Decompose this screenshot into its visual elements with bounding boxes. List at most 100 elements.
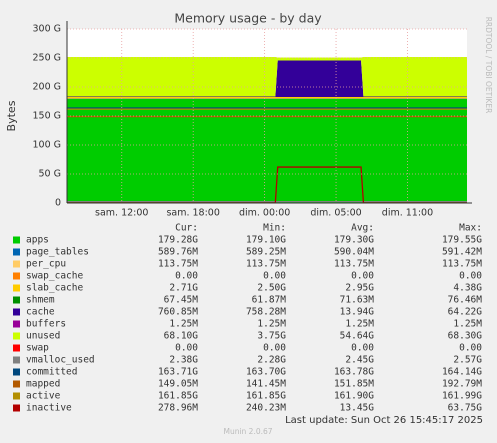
legend-swatch (13, 356, 20, 364)
legend-value: 2.71G (169, 283, 198, 294)
legend-value: 3.75G (257, 331, 286, 342)
legend-value: 161.99G (442, 391, 482, 402)
x-tick-label: sam. 12:00 (95, 208, 148, 219)
legend-value: 1.25M (169, 319, 198, 330)
area (67, 57, 467, 97)
legend-label: committed (26, 367, 77, 378)
legend-swatch (13, 332, 20, 340)
legend-value: 163.71G (158, 367, 198, 378)
legend-header: Max: (459, 223, 482, 234)
legend-value: 71.63M (340, 295, 375, 306)
legend-value: 591.42M (442, 247, 482, 258)
legend-swatch (13, 392, 20, 400)
legend-label: swap (26, 343, 49, 354)
legend-value: 164.14G (442, 367, 482, 378)
y-tick-label: 100 G (32, 140, 61, 151)
legend-swatch (13, 248, 20, 256)
legend-value: 4.38G (453, 283, 482, 294)
legend-value: 151.85M (334, 379, 374, 390)
legend-swatch (13, 404, 20, 412)
legend-swatch (13, 308, 20, 316)
side-text: RRDTOOL / TOBI OETIKER (484, 17, 493, 114)
legend-value: 67.45M (164, 295, 199, 306)
legend-value: 179.28G (158, 235, 198, 246)
legend-value: 240.23M (246, 403, 286, 414)
legend-value: 192.79M (442, 379, 482, 390)
legend-swatch (13, 368, 20, 376)
legend-label: unused (26, 331, 60, 342)
legend-value: 161.90G (334, 391, 374, 402)
legend-swatch (13, 236, 20, 244)
legend-header: Cur: (175, 223, 198, 234)
legend-label: mapped (26, 379, 60, 390)
legend-label: page_tables (26, 247, 89, 258)
legend-value: 113.75M (158, 259, 198, 270)
legend-swatch (13, 344, 20, 352)
y-tick-label: 150 G (32, 111, 61, 122)
legend-value: 141.45M (246, 379, 286, 390)
legend-label: slab_cache (26, 283, 83, 294)
legend-swatch (13, 320, 20, 328)
legend-value: 0.00 (459, 271, 482, 282)
legend-value: 68.30G (448, 331, 483, 342)
legend-value: 1.25M (453, 319, 482, 330)
y-tick-label: 250 G (32, 53, 61, 64)
version: Munin 2.0.67 (223, 427, 272, 436)
legend-value: 2.57G (453, 355, 482, 366)
legend-value: 149.05M (158, 379, 198, 390)
legend-value: 0.00 (175, 343, 198, 354)
legend-swatch (13, 272, 20, 280)
legend-label: inactive (26, 403, 72, 414)
legend-swatch (13, 380, 20, 388)
legend-header: Min: (263, 223, 286, 234)
legend-label: buffers (26, 319, 66, 330)
legend-value: 2.38G (169, 355, 198, 366)
legend-value: 179.55G (442, 235, 482, 246)
legend-value: 163.78G (334, 367, 374, 378)
y-tick-label: 50 G (39, 169, 61, 180)
legend-value: 161.85G (158, 391, 198, 402)
legend-label: active (26, 391, 61, 402)
legend-value: 589.76M (158, 247, 198, 258)
legend-label: apps (26, 235, 49, 246)
legend-value: 113.75M (334, 259, 374, 270)
x-tick-label: dim. 00:00 (239, 208, 290, 219)
legend-value: 179.30G (334, 235, 374, 246)
legend-value: 64.22G (448, 307, 483, 318)
chart-title: Memory usage - by day (174, 11, 322, 26)
legend-value: 0.00 (263, 343, 286, 354)
legend-value: 76.46M (448, 295, 483, 306)
legend-value: 1.25M (257, 319, 286, 330)
legend-value: 0.00 (459, 343, 482, 354)
y-tick-label: 0 (55, 198, 61, 209)
y-tick-label: 300 G (32, 24, 61, 35)
legend-value: 2.28G (257, 355, 286, 366)
legend-value: 278.96M (158, 403, 198, 414)
legend-label: swap_cache (26, 271, 83, 282)
legend-value: 163.70G (246, 367, 286, 378)
area (67, 99, 467, 203)
legend-value: 113.75M (246, 259, 286, 270)
y-tick-label: 200 G (32, 82, 61, 93)
legend-value: 2.50G (257, 283, 286, 294)
legend-value: 0.00 (263, 271, 286, 282)
area (67, 97, 467, 99)
legend-value: 113.75M (442, 259, 482, 270)
legend-value: 589.25M (246, 247, 286, 258)
legend-value: 13.45G (340, 403, 375, 414)
legend-value: 68.10G (164, 331, 199, 342)
legend-label: shmem (26, 295, 55, 306)
legend-swatch (13, 284, 20, 292)
legend-header: Avg: (351, 223, 374, 234)
legend-value: 0.00 (175, 271, 198, 282)
legend-value: 0.00 (351, 343, 374, 354)
y-axis-label: Bytes (5, 100, 18, 131)
legend-value: 590.04M (334, 247, 374, 258)
legend-value: 1.25M (345, 319, 374, 330)
x-tick-label: dim. 11:00 (382, 208, 433, 219)
legend-value: 179.10G (246, 235, 286, 246)
legend-value: 161.85G (246, 391, 286, 402)
legend-value: 2.95G (345, 283, 374, 294)
x-tick-label: dim. 05:00 (310, 208, 361, 219)
legend-label: per_cpu (26, 259, 66, 270)
